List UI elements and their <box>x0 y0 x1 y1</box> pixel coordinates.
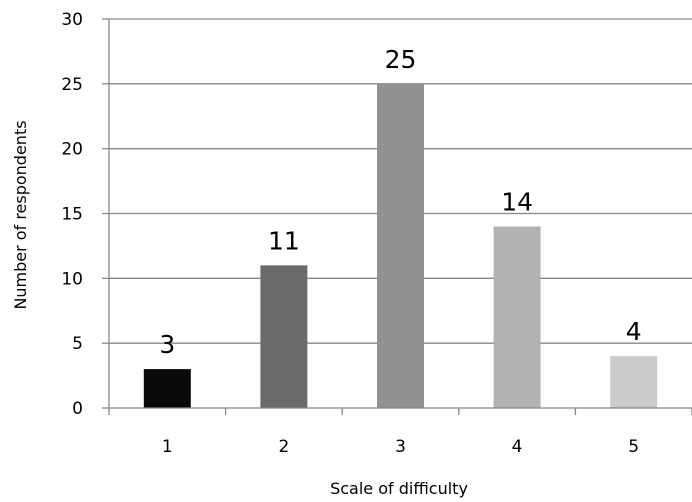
data-label: 14 <box>501 187 533 216</box>
y-axis-title: Number of respondents <box>11 120 30 309</box>
x-tick-label: 5 <box>628 437 639 457</box>
y-tick-label: 20 <box>61 140 83 160</box>
y-tick-label: 15 <box>61 205 83 225</box>
bar <box>143 369 191 408</box>
axes <box>102 18 692 415</box>
y-tick-label: 10 <box>61 269 83 289</box>
x-tick-label: 3 <box>395 437 406 457</box>
x-tick-label: 1 <box>162 437 173 457</box>
x-tick-label: 4 <box>512 437 523 457</box>
data-label: 3 <box>159 330 175 359</box>
x-axis-title: Scale of difficulty <box>330 479 468 498</box>
y-tick-label: 25 <box>61 75 83 95</box>
data-label: 11 <box>268 226 300 255</box>
bar <box>493 226 541 408</box>
data-label: 25 <box>385 45 417 74</box>
bar <box>260 265 308 408</box>
bars <box>143 83 658 408</box>
y-tick-label: 5 <box>72 334 83 354</box>
bar <box>610 356 658 408</box>
y-tick-label: 0 <box>72 399 83 419</box>
bar <box>377 83 424 408</box>
y-tick-label: 30 <box>61 10 83 30</box>
x-tick-label: 2 <box>278 437 289 457</box>
data-label: 4 <box>626 317 642 346</box>
